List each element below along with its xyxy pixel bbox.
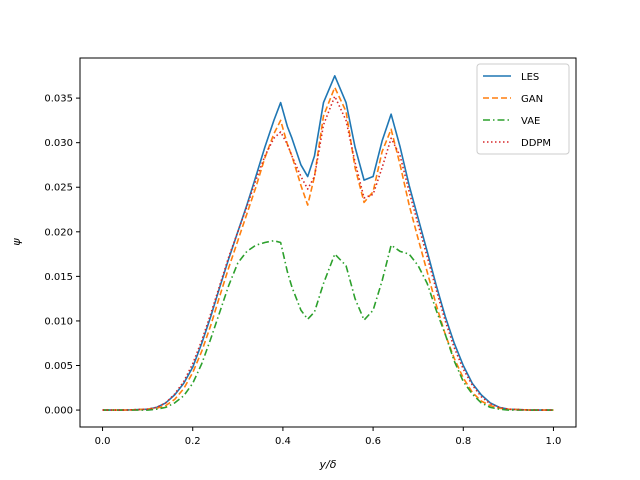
x-tick-label: 0.0 xyxy=(95,436,111,447)
x-axis-label: y/δ xyxy=(319,458,337,471)
y-tick-label: 0.035 xyxy=(44,94,73,105)
legend-label-ddpm: DDPM xyxy=(521,138,551,149)
plot-frame xyxy=(79,57,577,428)
y-axis-ticks: 0.000 0.005 0.010 0.015 0.020 0.025 0.030 0.035 xyxy=(44,94,80,417)
legend-label-vae: VAE xyxy=(521,116,540,127)
x-tick-label: 1.0 xyxy=(546,436,562,447)
legend-box xyxy=(476,63,570,155)
y-tick-label: 0.000 xyxy=(44,406,73,417)
x-tick-label: 0.6 xyxy=(365,436,381,447)
x-axis-ticks: 0.0 0.2 0.4 0.6 0.8 1.0 xyxy=(95,427,562,447)
y-tick-label: 0.010 xyxy=(44,316,73,327)
y-axis-label: ψ xyxy=(10,238,23,246)
series-line-les xyxy=(102,75,554,411)
y-tick-label: 0.030 xyxy=(44,138,73,149)
y-tick-label: 0.015 xyxy=(44,272,73,283)
x-tick-label: 0.8 xyxy=(455,436,471,447)
legend-label-les: LES xyxy=(521,72,539,83)
y-tick-label: 0.025 xyxy=(44,183,73,194)
legend-label-gan: GAN xyxy=(521,94,543,105)
series-line-gan xyxy=(102,86,554,411)
x-tick-label: 0.4 xyxy=(275,436,291,447)
y-tick-label: 0.005 xyxy=(44,361,73,372)
legend: LES GAN VAE DDPM xyxy=(476,63,570,155)
series-layer xyxy=(102,75,554,411)
series-line-vae xyxy=(102,239,554,411)
y-tick-label: 0.020 xyxy=(44,227,73,238)
series-line-ddpm xyxy=(102,95,554,411)
x-tick-label: 0.2 xyxy=(185,436,201,447)
